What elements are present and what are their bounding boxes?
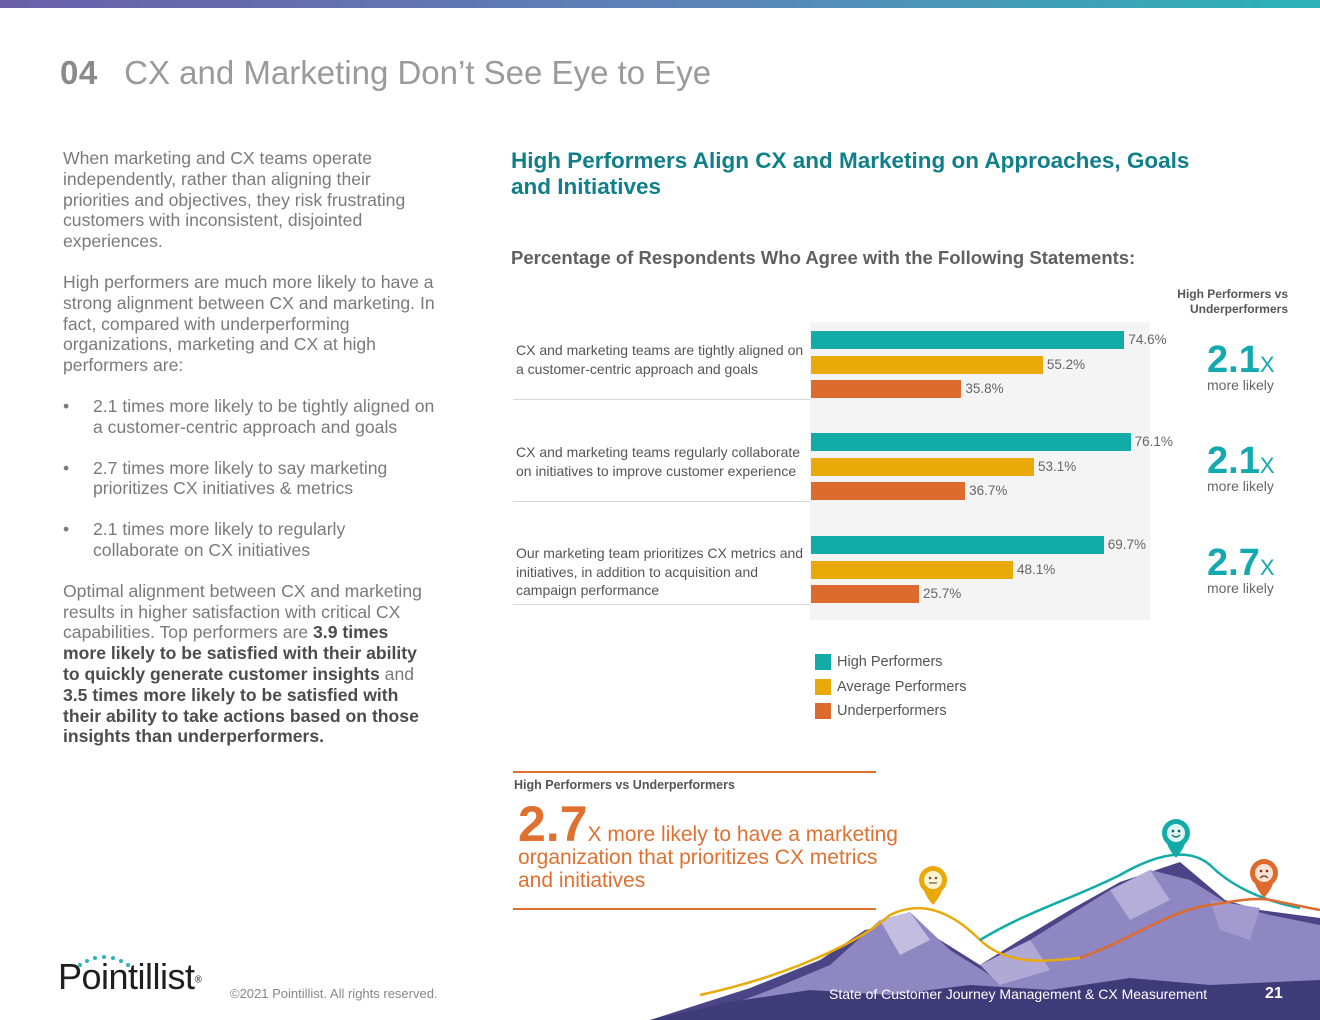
bullet-item: • 2.1 times more likely to be tightly ali… xyxy=(63,396,435,438)
mountain-highlight xyxy=(1110,870,1170,920)
multiplier-caption: more likely xyxy=(1207,377,1274,393)
likelihood-multiplier: 2.7X xyxy=(1207,543,1275,588)
bar-value-label: 53.1% xyxy=(1038,458,1077,474)
bar-high xyxy=(811,331,1125,349)
multiplier-unit: X xyxy=(1259,555,1275,580)
bullet-text: 2.7 times more likely to say marketing p… xyxy=(93,457,388,499)
mountain-foreground xyxy=(650,978,1320,1020)
legend-item-average: Average Performers xyxy=(815,675,966,700)
journey-path-gold xyxy=(699,906,1081,997)
mountain-highlight xyxy=(880,912,930,955)
neutral-face-pin-icon xyxy=(919,866,947,905)
category-divider xyxy=(513,604,810,605)
p3-text-2: and xyxy=(379,663,415,684)
callout-statement: 2.7X more likely to have a marketing org… xyxy=(518,799,898,892)
chart-legend: High Performers Average Performers Under… xyxy=(815,650,966,724)
bar-value-label: 48.1% xyxy=(1017,561,1056,577)
callout-big-number: 2.7 xyxy=(518,796,588,852)
bar-under xyxy=(811,380,962,398)
likelihood-multiplier: 2.1X xyxy=(1207,441,1275,486)
legend-swatch-high xyxy=(815,654,831,671)
bullet-dot: • xyxy=(63,457,70,478)
mountain-highlight xyxy=(980,940,1050,985)
p3-bold-1: 3.9 times more likely to be satisfied wi… xyxy=(63,622,417,684)
intro-paragraph-1: When marketing and CX teams operate inde… xyxy=(63,148,406,252)
legend-label-average: Average Performers xyxy=(837,678,967,695)
bar-high xyxy=(811,433,1131,451)
category-label: Our marketing team prioritizes CX metric… xyxy=(516,545,804,598)
bar-average xyxy=(811,457,1035,476)
journey-path-teal xyxy=(979,853,1301,942)
comparison-header: High Performers vs Underperformers xyxy=(1177,287,1288,316)
pointillist-logo: Pointillist® xyxy=(58,955,202,998)
category-label: CX and marketing teams regularly collabo… xyxy=(516,444,801,479)
page-header: 04 CX and Marketing Don’t See Eye to Eye xyxy=(60,54,711,92)
multiplier-value: 2.1 xyxy=(1207,339,1260,381)
benefit-bullet-list: • 2.1 times more likely to be tightly ali… xyxy=(63,396,435,561)
mountain-journey-illustration xyxy=(650,819,1320,1020)
legend-swatch-under xyxy=(815,703,831,720)
p3-bold-2: 3.5 times more likely to be satisfied wi… xyxy=(63,684,419,747)
callout-top-rule xyxy=(513,771,876,773)
legend-label-under: Underperformers xyxy=(837,703,947,720)
multiplier-unit: X xyxy=(1259,453,1275,478)
section-number: 04 xyxy=(60,54,98,91)
category-divider xyxy=(513,399,810,400)
p3-text-1: Optimal alignment between CX and marketi… xyxy=(63,580,422,643)
bullet-dot: • xyxy=(63,395,70,416)
bullet-item: • 2.1 times more likely to regularly coll… xyxy=(63,519,435,561)
intro-paragraph-3: Optimal alignment between CX and marketi… xyxy=(63,581,435,747)
bullet-dot: • xyxy=(63,519,70,540)
legend-item-high: High Performers xyxy=(815,650,966,675)
bullet-text: 2.1 times more likely to regularly colla… xyxy=(93,519,346,560)
chart-subtitle: Percentage of Respondents Who Agree with… xyxy=(511,247,1136,268)
chart-title: High Performers Align CX and Marketing o… xyxy=(511,148,1190,199)
bar-value-label: 35.8% xyxy=(965,381,1004,396)
multiplier-value: 2.1 xyxy=(1207,440,1260,482)
intro-text-column: When marketing and CX teams operate inde… xyxy=(63,148,435,767)
bar-value-label: 25.7% xyxy=(922,586,962,601)
likelihood-multiplier: 2.1X xyxy=(1207,340,1275,385)
copyright-notice: ©2021 Pointillist. All rights reserved. xyxy=(230,986,438,1001)
page-number: 21 xyxy=(1265,985,1283,1002)
bullet-text: 2.1 times more likely to be tightly alig… xyxy=(93,395,435,437)
bullet-item: • 2.7 times more likely to say marketing … xyxy=(63,458,435,500)
callout-bottom-rule xyxy=(513,908,876,910)
top-gradient-bar xyxy=(0,0,1320,8)
logo-dots-icon xyxy=(78,955,130,967)
bar-average xyxy=(811,355,1043,374)
bar-value-label: 69.7% xyxy=(1107,537,1147,552)
logo-registered-mark: ® xyxy=(194,974,202,986)
legend-item-under: Underperformers xyxy=(815,699,966,724)
multiplier-caption: more likely xyxy=(1207,478,1274,494)
intro-paragraph-2: High performers are much more likely to … xyxy=(63,271,435,376)
legend-label-high: High Performers xyxy=(837,654,943,671)
section-title: CX and Marketing Don’t See Eye to Eye xyxy=(124,54,712,91)
bar-high xyxy=(811,536,1104,554)
bar-value-label: 55.2% xyxy=(1046,356,1086,372)
category-label: CX and marketing teams are tightly align… xyxy=(516,342,804,377)
bar-value-label: 76.1% xyxy=(1134,434,1173,449)
logo-text: Pointillist xyxy=(58,956,195,997)
multiplier-unit: X xyxy=(1259,352,1275,377)
report-title: State of Customer Journey Management & C… xyxy=(829,986,1208,1002)
multiplier-value: 2.7 xyxy=(1207,542,1260,584)
sad-face-pin-icon xyxy=(1250,859,1278,898)
bar-value-label: 74.6% xyxy=(1128,332,1167,347)
bar-average xyxy=(811,560,1014,579)
category-divider xyxy=(513,501,810,502)
legend-swatch-average xyxy=(815,678,831,695)
bar-under xyxy=(811,482,966,500)
multiplier-caption: more likely xyxy=(1207,580,1274,596)
mountain-highlight xyxy=(1210,900,1260,940)
bar-under xyxy=(811,585,919,603)
journey-path-orange xyxy=(1079,897,1320,960)
bar-value-label: 36.7% xyxy=(969,483,1008,498)
callout-header: High Performers vs Underperformers xyxy=(514,778,735,792)
callout-text: X more likely to have a marketing organi… xyxy=(518,823,898,892)
happy-face-pin-icon xyxy=(1162,819,1190,858)
